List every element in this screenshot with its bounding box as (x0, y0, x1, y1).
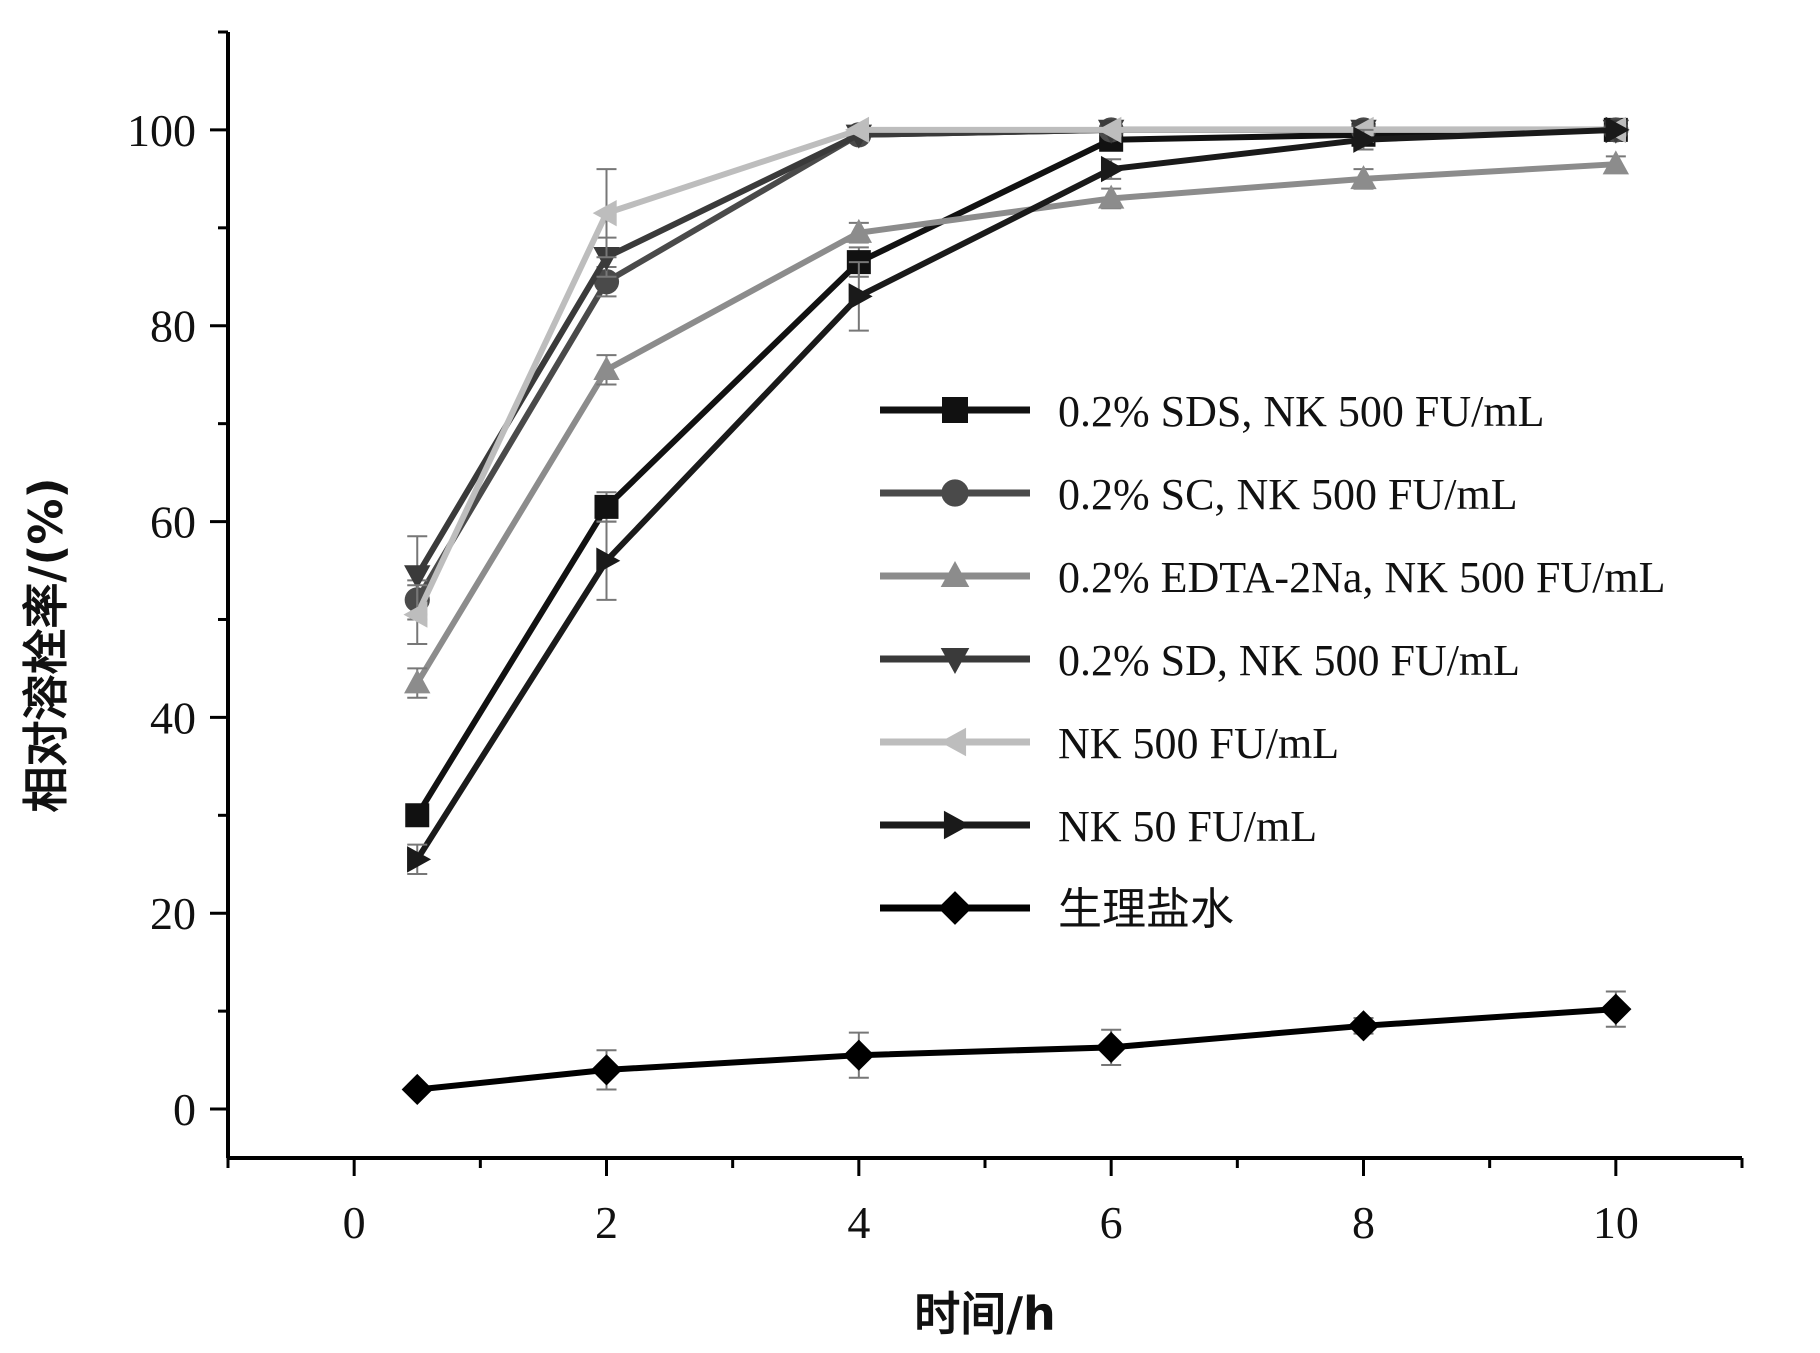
data-point (1097, 116, 1122, 144)
series-line (414, 161, 1617, 685)
legend-entry: NK 500 FU/mL (880, 719, 1339, 768)
legend-label: NK 50 FU/mL (1058, 802, 1317, 851)
legend-entry: 0.2% EDTA-2Na, NK 500 FU/mL (880, 553, 1666, 602)
series-line (416, 1006, 1617, 1093)
data-point (593, 356, 620, 380)
plot-area (401, 116, 1632, 1106)
x-tick-label: 2 (595, 1197, 618, 1248)
x-tick-label: 8 (1352, 1197, 1375, 1248)
data-point (1100, 155, 1125, 183)
data-point (1350, 165, 1377, 190)
legend-label: 0.2% SDS, NK 500 FU/mL (1058, 387, 1545, 436)
data-point (594, 494, 619, 519)
legend-marker (940, 561, 970, 588)
x-tick-label: 10 (1593, 1197, 1639, 1248)
y-tick-label: 60 (150, 497, 196, 548)
series-3 (404, 150, 1630, 699)
y-tick-label: 0 (173, 1084, 196, 1135)
legend-label: 0.2% SD, NK 500 FU/mL (1058, 636, 1520, 685)
legend-marker (940, 727, 967, 757)
series-line (414, 126, 1616, 817)
data-point (407, 846, 432, 873)
y-tick-label: 40 (150, 692, 196, 743)
data-point (843, 1039, 875, 1071)
legend-marker (943, 810, 970, 840)
data-point (405, 803, 430, 828)
data-point (401, 1073, 433, 1106)
legend-label: NK 500 FU/mL (1058, 719, 1339, 768)
data-point (404, 669, 431, 694)
data-point (1347, 1010, 1380, 1042)
data-point (848, 283, 873, 310)
data-point (596, 547, 621, 574)
legend-entry: 0.2% SD, NK 500 FU/mL (880, 636, 1520, 685)
legend-entry: 0.2% SDS, NK 500 FU/mL (880, 387, 1545, 436)
series-line (414, 126, 1616, 602)
series-7 (401, 990, 1632, 1106)
data-point (845, 218, 873, 243)
series-2 (404, 117, 1629, 621)
legend-entry: NK 50 FU/mL (880, 802, 1317, 851)
data-point (593, 247, 620, 271)
data-point (1097, 184, 1125, 209)
data-point (593, 269, 620, 295)
y-tick-label: 100 (127, 105, 196, 156)
legend: 0.2% SDS, NK 500 FU/mL 0.2% SC, NK 500 FU… (880, 387, 1666, 934)
series-line (414, 126, 1616, 861)
data-point (404, 565, 431, 590)
y-tick-label: 80 (150, 301, 196, 352)
data-point (1600, 993, 1632, 1025)
data-point (845, 116, 870, 144)
series-5 (403, 116, 1627, 645)
legend-label: 0.2% EDTA-2Na, NK 500 FU/mL (1058, 553, 1666, 602)
series-6 (407, 116, 1630, 876)
x-axis-title: 时间/h (914, 1287, 1056, 1341)
legend-entry: 生理盐水 (880, 885, 1234, 934)
legend-entry: 0.2% SC, NK 500 FU/mL (880, 470, 1518, 519)
x-tick-label: 4 (847, 1197, 870, 1248)
data-point (1095, 1031, 1127, 1063)
legend-marker (942, 397, 968, 423)
legend-marker (938, 891, 972, 925)
data-point (1602, 150, 1630, 175)
data-point (592, 199, 617, 227)
legend-label: 生理盐水 (1058, 885, 1234, 934)
data-point (1605, 116, 1630, 144)
x-tick-label: 0 (343, 1197, 366, 1248)
data-point (1353, 126, 1378, 153)
legend-marker (940, 647, 970, 674)
data-point (590, 1054, 623, 1086)
x-tick-label: 6 (1100, 1197, 1123, 1248)
series-line (414, 126, 1616, 616)
legend-marker (941, 479, 969, 507)
data-point (403, 601, 428, 628)
y-axis-title: 相对溶栓率/(%) (19, 478, 73, 813)
y-tick-label: 20 (150, 888, 196, 939)
legend-label: 0.2% SC, NK 500 FU/mL (1058, 470, 1518, 519)
